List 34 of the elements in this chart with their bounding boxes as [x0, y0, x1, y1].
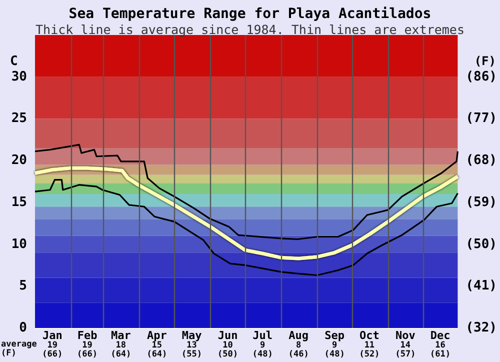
- y2-axis-title: (F): [474, 54, 496, 68]
- y2-tick-label: (68): [466, 153, 498, 168]
- x-tick-label: Apr 15 (64): [146, 329, 168, 360]
- line-series: [34, 144, 458, 240]
- y-tick-label: 25: [11, 111, 27, 126]
- x-tick-label: Nov 14 (57): [395, 329, 416, 360]
- y2-tick-label: (50): [466, 236, 498, 252]
- y-tick-label: 10: [11, 236, 28, 252]
- y-tick-label: 15: [11, 194, 27, 210]
- y2-tick-label: (41): [466, 278, 498, 294]
- line-series: [34, 179, 458, 276]
- x-tick-label: Sep 9 (48): [324, 329, 345, 360]
- x-tick-label: May 13 (55): [182, 329, 202, 360]
- x-tick-label: Oct 11 (52): [359, 329, 380, 360]
- y2-tick-label: (32): [466, 320, 498, 336]
- y-tick-label: 5: [19, 278, 27, 294]
- text: average (F): [1, 340, 37, 358]
- x-tick-label: Jan 19 (66): [42, 329, 63, 360]
- x-tick-label: Mar 18 (64): [110, 329, 132, 360]
- chart-subtitle: Thick line is average since 1984. Thin lines are extremes: [36, 22, 464, 37]
- chart-title: Sea Temperature Range for Playa Acantilados: [68, 6, 432, 22]
- x-tick-label: Jul 9 (48): [252, 329, 273, 360]
- y-tick-label: 30: [11, 69, 28, 84]
- y2-tick-label: (77): [466, 111, 498, 126]
- y-axis-title: C: [10, 54, 18, 69]
- y-tick-label: 0: [19, 320, 28, 336]
- y2-tick-label: (86): [466, 69, 498, 84]
- x-tick-label: Feb 19 (66): [77, 329, 98, 360]
- y2-tick-label: (59): [466, 194, 498, 210]
- line-series: [33, 166, 460, 260]
- x-tick-label: Jun 10 (50): [218, 329, 238, 360]
- x-tick-label: Dec 16 (61): [430, 329, 451, 360]
- x-tick-label: Aug 8 (46): [288, 329, 309, 360]
- y-tick-label: 20: [11, 153, 28, 168]
